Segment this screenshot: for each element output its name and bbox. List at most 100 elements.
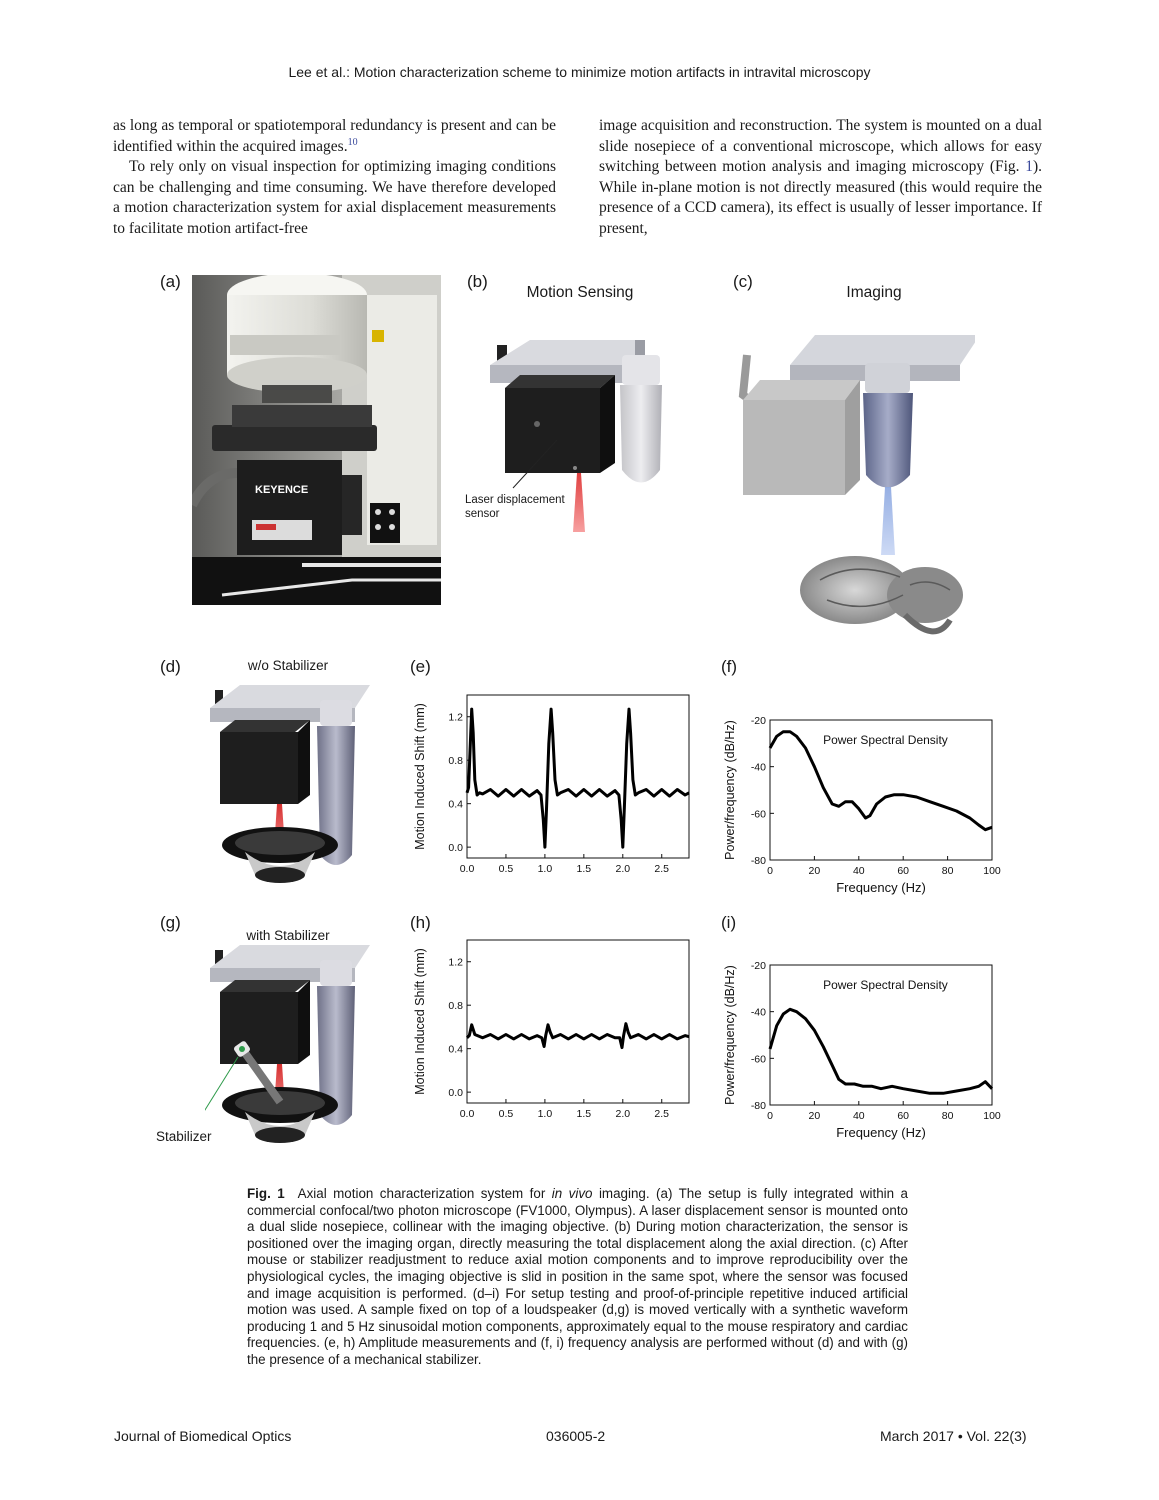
x-tick-label: 0.5 [499, 1108, 514, 1120]
x-tick-label: 80 [942, 865, 954, 877]
panel-title-c: Imaging [846, 284, 902, 301]
stabilizer-annotation: Stabilizer [156, 1129, 212, 1144]
footer-article-id: 036005-2 [546, 1428, 606, 1444]
reference-link[interactable]: 10 [347, 136, 358, 148]
y-axis-label: Motion Induced Shift (mm) [413, 948, 427, 1095]
x-tick-label: 1.0 [538, 1108, 553, 1120]
y-tick-label: -60 [751, 808, 766, 820]
right-paragraph-1: image acquisition and reconstruction. Th… [599, 116, 1042, 240]
x-tick-label: 0.5 [499, 863, 514, 875]
y-tick-label: -60 [751, 1053, 766, 1065]
chart-title: Power Spectral Density [823, 733, 948, 747]
left-paragraph-1: as long as temporal or spatiotemporal re… [113, 116, 556, 157]
y-axis-label: Motion Induced Shift (mm) [413, 703, 427, 850]
chart-h-amplitude: 0.0 0.5 1.0 1.5 2.0 2.5 0.0 0.4 0.8 1.2 Motion Ind… [413, 939, 690, 1120]
plot-frame [466, 694, 690, 859]
speaker-setup-drawing [210, 685, 370, 883]
x-tick-label: 0.0 [460, 863, 475, 875]
chart-e-amplitude: 0.0 0.5 1.0 1.5 2.0 2.5 0.0 0.4 0.8 1.2 Motion Ind… [413, 694, 690, 875]
x-tick-label: 0 [767, 865, 773, 877]
y-tick-label: 1.2 [448, 957, 463, 969]
x-tick-label: 100 [983, 1110, 1001, 1122]
panel-label-i: (i) [721, 913, 737, 932]
y-tick-label: -80 [751, 855, 766, 867]
plot-frame [769, 719, 993, 861]
x-tick-label: 2.5 [654, 1108, 669, 1120]
y-tick-label: 0.0 [448, 1087, 463, 1099]
caption-label: Fig. 1 [247, 1186, 285, 1201]
x-tick-label: 40 [853, 865, 865, 877]
x-tick-label: 0.0 [460, 1108, 475, 1120]
x-tick-label: 2.0 [615, 1108, 630, 1120]
panel-label-d: (d) [160, 657, 181, 676]
stabilizer-setup-drawing [205, 945, 370, 1143]
imaging-drawing [738, 335, 975, 635]
keyence-logo-text: KEYENCE [255, 484, 308, 496]
series-line [768, 1007, 994, 1095]
panel-label-c: (c) [733, 272, 753, 291]
left-column: as long as temporal or spatiotemporal re… [113, 116, 556, 240]
x-tick-label: 80 [942, 1110, 954, 1122]
y-tick-label: -40 [751, 1007, 766, 1019]
x-tick-label: 1.5 [577, 863, 592, 875]
y-axis-label: Power/frequency (dB/Hz) [723, 965, 737, 1105]
panel-label-a: (a) [160, 272, 181, 291]
x-axis-label: Frequency (Hz) [836, 880, 926, 895]
x-tick-label: 60 [897, 865, 909, 877]
x-axis-label: Frequency (Hz) [836, 1125, 926, 1140]
x-tick-label: 100 [983, 865, 1001, 877]
x-tick-label: 20 [809, 865, 821, 877]
footer-issue: March 2017 • Vol. 22(3) [880, 1428, 1027, 1444]
caption-italic: in vivo [551, 1186, 593, 1201]
plot-frame [466, 939, 690, 1104]
plot-frame [769, 964, 993, 1106]
caption-text-a: Axial motion characterization system for [297, 1186, 552, 1201]
left-paragraph-2: To rely only on visual inspection for op… [113, 158, 556, 237]
y-tick-label: 0.4 [448, 1044, 463, 1056]
sensor-annotation: Laser displacement sensor [465, 493, 565, 521]
x-tick-label: 1.5 [577, 1108, 592, 1120]
motion-sensing-drawing [490, 340, 662, 532]
y-tick-label: -80 [751, 1100, 766, 1112]
right-paragraph-1-text-b: ). While in-plane motion is not directly… [599, 158, 1043, 237]
right-column: image acquisition and reconstruction. Th… [599, 116, 1042, 240]
figure-caption: Fig. 1 Axial motion characterization sys… [247, 1186, 908, 1369]
panel-label-f: (f) [721, 657, 738, 676]
x-tick-label: 40 [853, 1110, 865, 1122]
left-paragraph-1-text: as long as temporal or spatiotemporal re… [113, 117, 556, 155]
sensor-annotation-line2: sensor [465, 508, 500, 520]
series-line [465, 707, 690, 849]
footer-journal: Journal of Biomedical Optics [114, 1428, 292, 1444]
x-tick-label: 2.5 [654, 863, 669, 875]
series-line [768, 730, 993, 832]
x-tick-label: 0 [767, 1110, 773, 1122]
y-tick-label: 0.8 [448, 755, 463, 767]
sensor-annotation-line1: Laser displacement [465, 494, 565, 506]
chart-title: Power Spectral Density [823, 978, 948, 992]
x-tick-label: 20 [809, 1110, 821, 1122]
x-tick-label: 2.0 [615, 863, 630, 875]
y-axis-label: Power/frequency (dB/Hz) [723, 720, 737, 860]
y-tick-label: 0.8 [448, 1000, 463, 1012]
x-tick-label: 1.0 [538, 863, 553, 875]
figure-link[interactable]: 1 [1025, 158, 1033, 176]
panel-title-d: w/o Stabilizer [247, 658, 329, 673]
running-header: Lee et al.: Motion characterization sche… [288, 64, 871, 80]
chart-f-psd: 0 20 40 60 80 100 -80 -60 -40 -20 Power/frequency … [723, 715, 1001, 895]
y-tick-label: -20 [751, 715, 766, 727]
y-tick-label: -20 [751, 960, 766, 972]
series-line [465, 1022, 690, 1050]
panel-title-b: Motion Sensing [526, 284, 634, 301]
panel-label-b: (b) [467, 272, 488, 291]
microscope-photo: KEYENCE [192, 275, 441, 605]
y-tick-label: 0.0 [448, 842, 463, 854]
panel-label-g: (g) [160, 913, 181, 932]
y-tick-label: 1.2 [448, 712, 463, 724]
chart-i-psd: 0 20 40 60 80 100 -80 -60 -40 -20 Power/frequency … [723, 960, 1001, 1140]
caption-text-b: imaging. (a) The setup is fully integrat… [247, 1186, 908, 1367]
panel-label-e: (e) [410, 657, 431, 676]
y-tick-label: 0.4 [448, 799, 463, 811]
right-paragraph-1-text-a: image acquisition and reconstruction. Th… [599, 117, 1042, 176]
x-tick-label: 60 [897, 1110, 909, 1122]
panel-title-g: with Stabilizer [246, 928, 330, 943]
